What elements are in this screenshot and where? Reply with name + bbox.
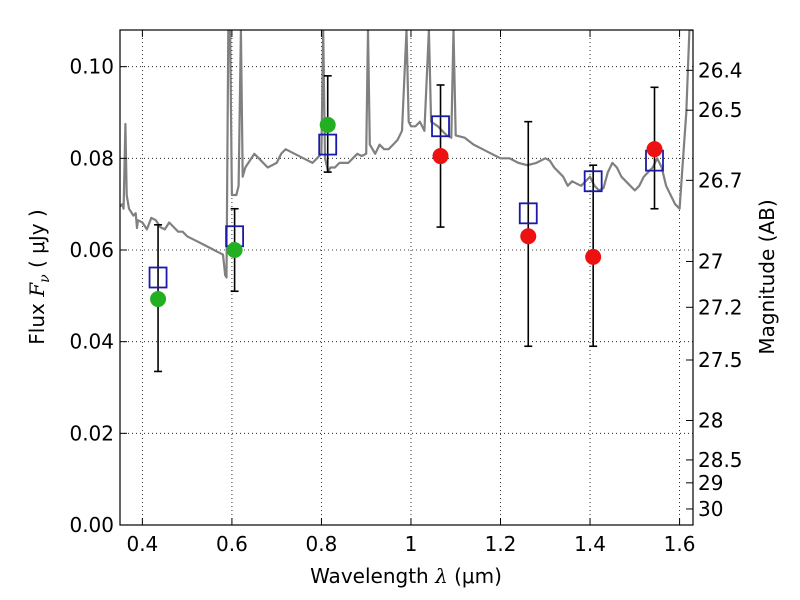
- y-tick-label: 0.04: [69, 330, 114, 354]
- template-spectrum-line: [120, 30, 693, 279]
- model-flux-square: [318, 133, 338, 156]
- grid: [120, 30, 693, 525]
- error-bars: [154, 75, 659, 373]
- observed-flux-circle: [520, 228, 537, 245]
- y2-tick-label: 26.5: [698, 98, 743, 122]
- observed-flux-circle: [646, 141, 663, 158]
- y2-tick-label: 26.7: [698, 168, 743, 192]
- model-flux-square: [583, 170, 603, 193]
- y-tick-label: 0.02: [69, 421, 114, 445]
- model-flux-square: [518, 202, 538, 225]
- plot-frame: [119, 29, 694, 526]
- observed-flux-circle: [226, 242, 243, 258]
- y2-axis-label: Magnitude (AB): [755, 199, 779, 354]
- y2-tick-label: 26.4: [698, 58, 743, 82]
- template-spectrum: [120, 30, 693, 279]
- y2-tick-label: 27: [698, 249, 723, 273]
- model-flux-square: [148, 266, 168, 289]
- x-tick-label: 0.8: [306, 532, 338, 556]
- y-tick-label: 0.00: [69, 513, 114, 537]
- x-tick-label: 1.6: [664, 532, 696, 556]
- x-tick-label: 0.6: [216, 532, 248, 556]
- model-flux-square: [431, 115, 450, 138]
- y2-tick-label: 27.2: [698, 295, 743, 319]
- observed-flux-circle: [319, 116, 336, 133]
- y2-tick-label: 28.5: [698, 448, 743, 472]
- ticks: [120, 30, 693, 526]
- tick-labels: 0.4 0.6 0.8 1 1.2 1.4 1.6 0.00 0.02 0.04 0.06 0.08 0…: [69, 55, 742, 556]
- x-tick-label: 0.4: [126, 532, 158, 556]
- y-tick-label: 0.10: [69, 55, 114, 79]
- x-tick-label: 1.4: [574, 532, 606, 556]
- y-tick-label: 0.08: [69, 146, 114, 170]
- y2-tick-label: 27.5: [698, 348, 743, 372]
- x-tick-label: 1.2: [485, 532, 517, 556]
- y2-tick-label: 30: [698, 497, 723, 521]
- x-axis-label: Wavelength λ (μm): [310, 564, 502, 588]
- x-tick-label: 1: [405, 532, 418, 556]
- observed-flux-circle: [585, 248, 602, 265]
- y2-tick-label: 29: [698, 471, 723, 495]
- photometry-points: [148, 115, 664, 308]
- observed-flux-circle: [150, 291, 167, 308]
- y-axis-label: Flux Fν ( μJy ): [25, 209, 53, 344]
- y2-tick-label: 28: [698, 409, 723, 433]
- y-tick-label: 0.06: [69, 238, 114, 262]
- observed-flux-circle: [432, 148, 449, 165]
